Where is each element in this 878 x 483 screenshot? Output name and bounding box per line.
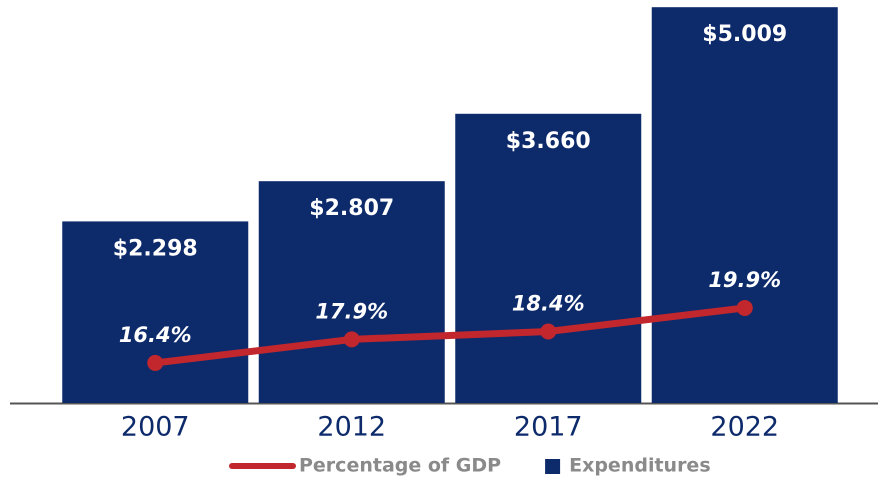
line [154,304,746,367]
legend-swatch [545,459,561,474]
line-value-label: 17.9% [315,299,388,323]
line-marker [343,331,360,348]
line-value-label: 18.4% [512,292,585,316]
x-tick-label: 2007 [121,412,190,443]
x-tick-label: 2012 [317,412,386,443]
bar-value-label: $2.807 [309,196,394,221]
legend-label: Percentage of GDP [299,455,501,477]
bar [455,113,642,403]
line-marker [147,354,164,371]
line-value-label: 16.4% [119,323,192,347]
bar-value-label: $3.660 [506,129,591,154]
bar [62,221,249,403]
x-tick-label: 2017 [514,412,583,443]
line-marker [736,299,753,316]
line-marker [540,323,557,340]
bar [258,181,445,403]
bar-value-label: $5.009 [702,22,787,47]
bar-value-label: $2.298 [113,236,198,261]
bar [651,7,838,403]
x-tick-label: 2022 [710,412,779,443]
line-value-label: 19.9% [708,268,781,292]
legend-label: Expenditures [569,455,711,477]
